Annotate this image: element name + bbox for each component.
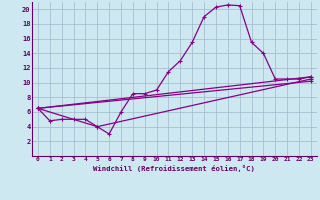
X-axis label: Windchill (Refroidissement éolien,°C): Windchill (Refroidissement éolien,°C) <box>93 165 255 172</box>
